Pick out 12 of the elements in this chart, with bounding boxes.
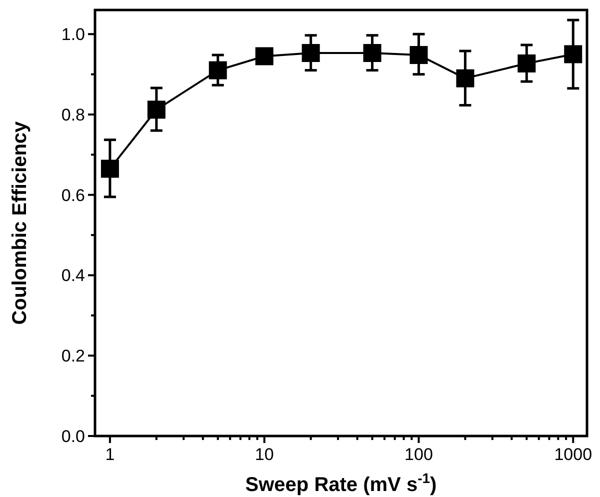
y-tick-label: 0.6: [61, 186, 85, 205]
x-tick-label: 10: [254, 445, 274, 464]
y-tick-label: 0.8: [61, 105, 85, 124]
x-tick-label: 1: [105, 445, 115, 464]
y-tick-label: 0.2: [61, 346, 85, 366]
x-tick-label: 100: [404, 445, 433, 464]
x-tick-label: 1000: [554, 445, 592, 464]
y-tick-label: 0.0: [61, 427, 85, 446]
x-axis-title: Sweep Rate (mV s$^{-1}$): [245, 470, 437, 496]
y-tick-label: 0.4: [61, 266, 85, 286]
y-tick-label: 1.0: [61, 25, 85, 44]
y-axis-title: Coulombic Efficiency: [9, 120, 31, 325]
